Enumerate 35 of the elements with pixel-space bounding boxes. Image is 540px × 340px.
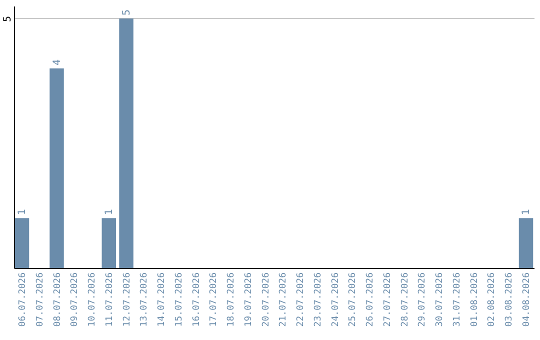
x-tick-label: 13.07.2026 <box>140 272 150 327</box>
x-tick-label: 10.07.2026 <box>88 272 98 327</box>
x-tick-label: 21.07.2026 <box>278 272 289 327</box>
x-tick-label: 24.07.2026 <box>330 272 341 327</box>
x-tick-label: 26.07.2026 <box>366 272 376 327</box>
x-tick-label: 06.07.2026 <box>18 272 28 327</box>
x-tick-label: 25.07.2026 <box>348 272 358 327</box>
x-tick-label: 09.07.2026 <box>70 272 80 327</box>
data-label: 4 <box>52 59 63 66</box>
x-tick-label: 03.08.2026 <box>504 272 515 327</box>
x-tick-label: 14.07.2026 <box>157 272 168 327</box>
x-tick-label: 28.07.2026 <box>400 272 410 327</box>
data-label: 5 <box>121 9 132 16</box>
data-label: 1 <box>521 209 532 216</box>
x-tick-label: 30.07.2026 <box>435 272 446 327</box>
x-tick-label: 20.07.2026 <box>261 272 272 327</box>
x-tick-label: 07.07.2026 <box>35 272 46 327</box>
x-tick-label: 12.07.2026 <box>122 272 132 327</box>
x-tick-label: 04.08.2026 <box>522 272 532 327</box>
x-tick-label: 23.07.2026 <box>313 272 324 327</box>
x-tick-label: 31.07.2026 <box>452 272 462 327</box>
data-label: 1 <box>104 209 115 216</box>
x-tick-label: 29.07.2026 <box>418 272 428 327</box>
x-tick-label: 15.07.2026 <box>174 272 184 327</box>
x-tick-label: 22.07.2026 <box>296 272 306 327</box>
x-tick-label: 17.07.2026 <box>209 272 220 327</box>
x-tick-label: 27.07.2026 <box>382 272 393 327</box>
x-tick-label: 19.07.2026 <box>244 272 254 327</box>
x-tick-label: 11.07.2026 <box>104 272 115 327</box>
x-tick-label: 01.08.2026 <box>470 272 480 327</box>
x-tick-label: 02.08.2026 <box>487 272 498 327</box>
x-tick-label: 08.07.2026 <box>52 272 63 327</box>
data-label: 1 <box>16 209 28 216</box>
x-tick-label: 18.07.2026 <box>226 272 237 327</box>
x-tick-label: 16.07.2026 <box>192 272 202 327</box>
